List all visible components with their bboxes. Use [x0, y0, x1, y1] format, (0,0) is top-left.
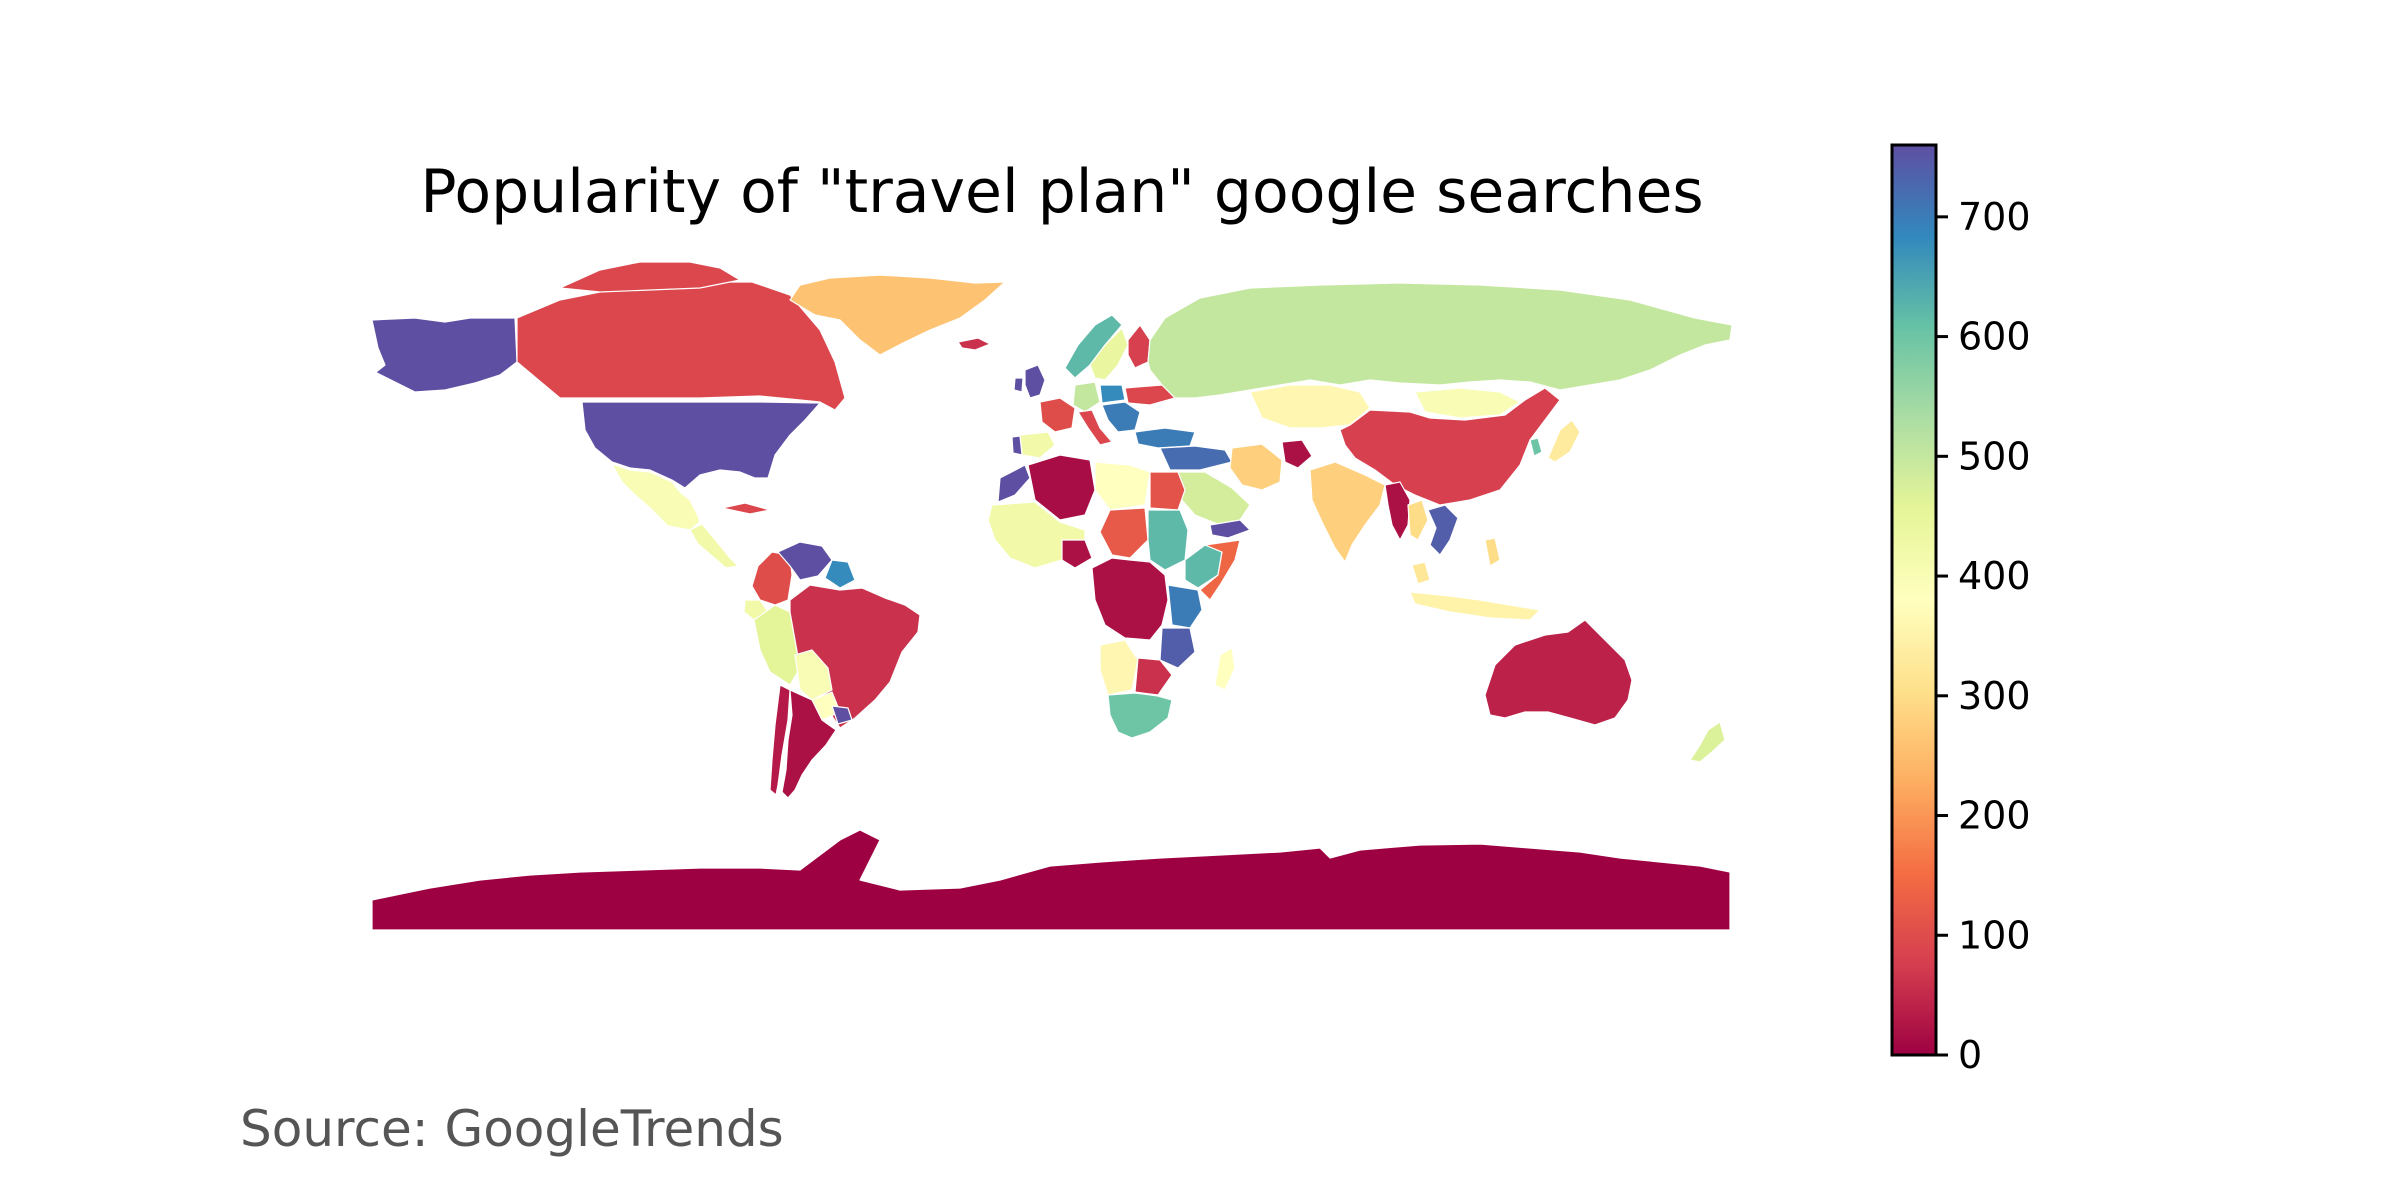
region-germany	[1072, 381, 1101, 413]
region-malaysia	[1411, 561, 1431, 585]
region-central-africa	[1091, 557, 1169, 641]
colorbar-tick-label: 300	[1958, 674, 2031, 718]
region-madagascar	[1214, 647, 1236, 691]
region-mexico	[611, 463, 701, 531]
colorbar-tick-label: 100	[1958, 913, 2031, 957]
region-korea	[1529, 437, 1543, 457]
region-zambia	[1134, 657, 1173, 696]
region-ireland	[1013, 377, 1024, 393]
region-finland	[1127, 324, 1151, 369]
region-united-kingdom	[1024, 364, 1046, 399]
region-vietnam	[1427, 504, 1459, 556]
region-uruguay	[831, 705, 853, 725]
colorbar-tick-label: 600	[1958, 315, 2031, 359]
region-morocco	[997, 464, 1031, 503]
world-map	[359, 261, 1733, 931]
region-southern-africa	[1107, 692, 1173, 739]
region-central-america	[689, 523, 739, 569]
region-russia	[1147, 282, 1733, 399]
region-norway	[1064, 314, 1123, 379]
region-tanzania	[1159, 627, 1196, 669]
colorbar-tick-label: 200	[1958, 794, 2031, 838]
chart-title: Popularity of "travel plan" google searc…	[420, 157, 1703, 227]
region-chad	[1099, 507, 1149, 559]
region-japan	[1547, 419, 1581, 463]
region-antarctica	[371, 829, 1731, 931]
region-egypt	[1149, 471, 1186, 511]
region-middle-east	[1159, 445, 1233, 471]
region-spain	[1019, 431, 1056, 459]
region-greenland	[789, 274, 1006, 356]
region-afghanistan	[1281, 439, 1313, 469]
region-angola	[1099, 639, 1139, 696]
colorbar-tick-label: 400	[1958, 554, 2031, 598]
region-guyana	[824, 559, 856, 589]
region-thailand	[1407, 499, 1429, 541]
region-indonesia	[1409, 591, 1541, 621]
region-canada-islands	[559, 261, 741, 293]
region-australia	[1484, 619, 1633, 726]
region-argentina	[781, 689, 837, 799]
region-kenya	[1167, 584, 1203, 629]
region-philippines	[1484, 537, 1501, 567]
region-yemen	[1209, 519, 1251, 539]
region-venezuela	[777, 541, 833, 581]
region-kazakhstan	[1249, 384, 1371, 429]
colorbar-tick-label: 0	[1958, 1033, 1982, 1077]
region-colombia	[751, 551, 793, 606]
region-somalia	[1199, 539, 1241, 601]
region-ukraine	[1124, 384, 1176, 406]
region-sudan	[1147, 509, 1189, 571]
region-turkey	[1134, 427, 1196, 449]
region-portugal	[1011, 435, 1023, 456]
region-alaska	[359, 317, 518, 393]
region-cuba	[721, 502, 771, 515]
colorbar-tick-label: 500	[1958, 434, 2031, 478]
region-libya	[1094, 461, 1151, 511]
colorbar-ticks: 0 100 200 300 400 500 600 700	[1936, 195, 2031, 1077]
region-poland	[1099, 384, 1126, 404]
region-china	[1339, 387, 1561, 506]
region-myanmar	[1384, 481, 1411, 541]
region-iran	[1229, 443, 1283, 491]
region-france	[1039, 397, 1076, 433]
source-caption: Source: GoogleTrends	[240, 1100, 784, 1158]
region-iceland	[957, 337, 991, 351]
region-chile	[769, 684, 791, 796]
region-balkans	[1101, 401, 1141, 433]
region-new-zealand	[1689, 721, 1726, 763]
region-india	[1309, 461, 1386, 563]
colorbar: 0 100 200 300 400 500 600 700	[1890, 143, 2031, 1077]
region-nigeria	[1061, 539, 1093, 569]
colorbar-tick-label: 700	[1958, 195, 2031, 239]
region-algeria	[1027, 454, 1096, 521]
region-sweden	[1089, 327, 1129, 381]
region-italy	[1077, 409, 1113, 446]
region-mongolia	[1414, 387, 1521, 419]
colorbar-gradient	[1890, 143, 1938, 1057]
region-bolivia	[794, 649, 833, 701]
region-united-states	[581, 401, 821, 489]
